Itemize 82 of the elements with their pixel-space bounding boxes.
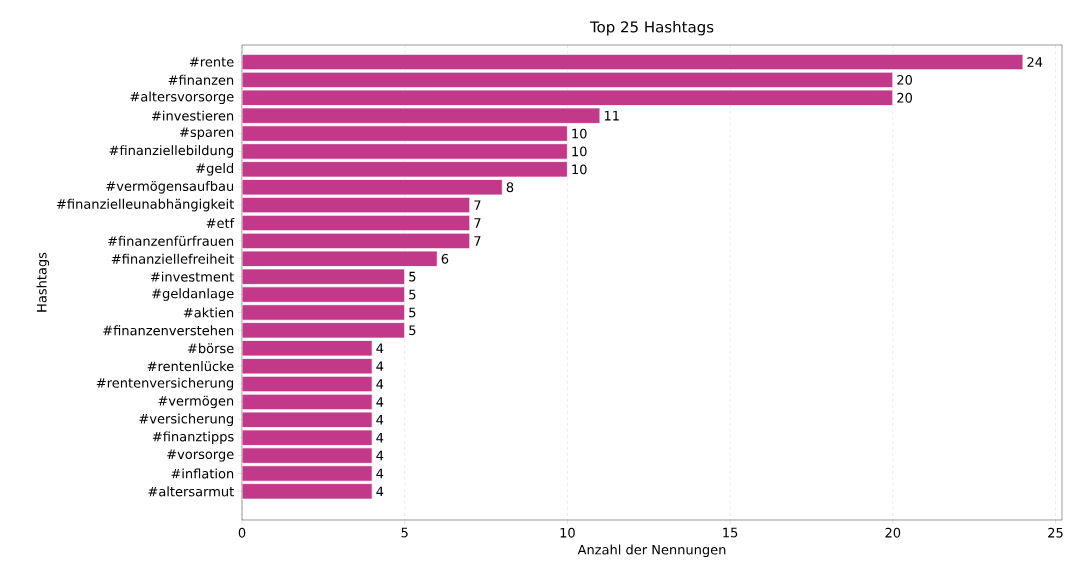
bar (242, 125, 568, 142)
data-label: 10 (572, 128, 587, 139)
data-label: 20 (897, 92, 912, 103)
x-tick-label: 0 (238, 527, 246, 538)
bar (242, 375, 373, 393)
x-tick-label: 25 (1048, 527, 1063, 538)
y-tick-label: #investieren (152, 110, 234, 121)
bar (242, 53, 1024, 71)
chart-title: Top 25 Hashtags (589, 20, 714, 36)
data-label: 10 (572, 164, 587, 175)
data-label: 8 (506, 182, 514, 193)
y-tick-label: #investment (150, 271, 234, 282)
data-label: 4 (376, 361, 384, 371)
y-tick-label: #rentenversicherung (96, 377, 234, 391)
bar (242, 447, 373, 464)
data-label: 4 (376, 415, 384, 425)
bar (242, 232, 471, 250)
bar (242, 179, 503, 196)
data-label: 4 (376, 343, 384, 353)
y-tick-label: #altersarmut (148, 486, 234, 497)
y-tick-label: #finanztipps (152, 431, 234, 444)
bar (242, 214, 471, 232)
y-tick-label: #geld (196, 163, 234, 176)
data-label: 6 (441, 253, 449, 264)
data-label: 5 (409, 271, 416, 282)
bar (242, 71, 894, 89)
bar (242, 411, 373, 428)
x-tick-label: 10 (560, 527, 575, 538)
x-axis-title: Anzahl der Nennungen (577, 544, 726, 558)
bar (242, 196, 471, 214)
data-label: 7 (474, 236, 481, 246)
data-label: 4 (376, 468, 384, 479)
y-tick-label: #finanziellefreiheit (111, 253, 234, 264)
y-tick-label: #rentenlücke (147, 361, 234, 372)
y-tick-label: #börse (188, 343, 234, 354)
data-label: 24 (1027, 57, 1043, 67)
bar (242, 107, 601, 124)
bar (242, 357, 373, 375)
y-tick-label: #versicherung (139, 413, 234, 427)
y-tick-label: #sparen (180, 127, 234, 140)
x-tick-label: 20 (885, 527, 901, 538)
bar (242, 465, 373, 482)
x-tick-label: 5 (401, 527, 408, 538)
data-label: 4 (376, 432, 384, 443)
bar (242, 429, 373, 446)
y-tick-label: #inflation (171, 468, 234, 479)
data-label: 5 (409, 289, 416, 300)
data-label: 10 (572, 146, 587, 157)
y-tick-label: #geldanlage (152, 288, 234, 301)
y-tick-label: #vermögen (158, 395, 234, 409)
y-tick-label: #vorsorge (167, 449, 234, 462)
bar (242, 143, 568, 160)
data-label: 4 (376, 379, 384, 389)
y-axis-title: Hashtags (36, 252, 50, 312)
x-tick-label: 15 (723, 527, 738, 538)
y-tick-label: #finanzielleunabhängigkeit (57, 198, 234, 212)
data-label: 7 (474, 218, 481, 228)
bar (242, 286, 406, 303)
bar (242, 304, 406, 321)
bar (242, 89, 894, 106)
data-label: 4 (376, 397, 384, 407)
y-tick-label: #finanzen (168, 74, 234, 85)
y-tick-label: #finanziellebildung (109, 145, 234, 158)
data-label: 11 (604, 110, 619, 121)
bar (242, 393, 373, 411)
data-label: 5 (409, 325, 416, 336)
data-label: 20 (897, 74, 912, 85)
y-tick-label: #altersvorsorge (130, 91, 234, 105)
y-tick-label: #finanzenverstehen (103, 325, 234, 336)
data-label: 7 (474, 200, 481, 210)
bar (242, 250, 438, 267)
y-tick-label: #etf (206, 217, 235, 229)
data-label: 4 (376, 450, 384, 461)
y-tick-label: #rente (189, 57, 234, 67)
data-label: 5 (409, 307, 416, 318)
y-tick-label: #finanzenfürfrauen (108, 235, 234, 246)
y-tick-label: #vermögensaufbau (106, 180, 234, 194)
bar (242, 483, 373, 500)
data-label: 4 (376, 486, 384, 497)
bar (242, 161, 568, 178)
bar (242, 340, 373, 357)
y-tick-label: #aktien (183, 307, 234, 318)
